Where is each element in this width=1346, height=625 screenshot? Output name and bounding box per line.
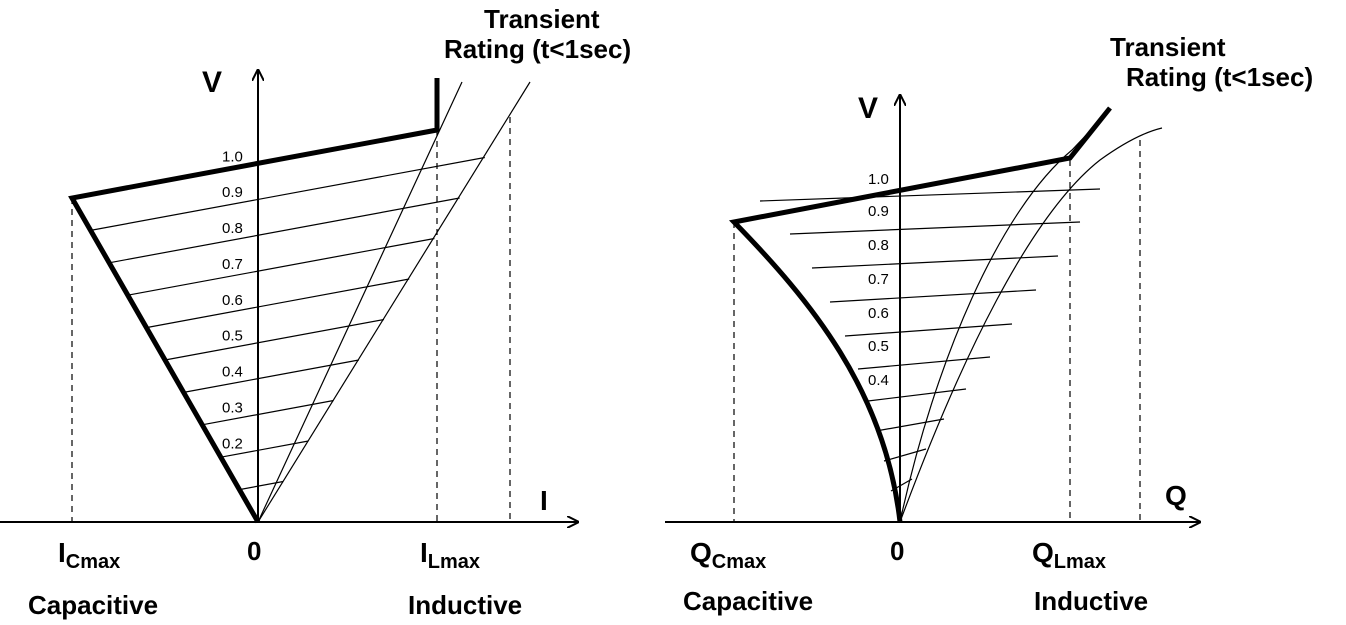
right-grid-line — [875, 418, 945, 432]
right-inductive-curve — [899, 109, 1111, 523]
right-lmax-label: QLmax — [1032, 537, 1106, 573]
right-origin-label: 0 — [890, 536, 904, 566]
left-inductive-slope-line — [257, 81, 463, 523]
right-voltage-level-label: 0.5 — [868, 338, 889, 355]
right-transient-curve — [899, 127, 1163, 523]
right-inductive-label: Inductive — [1034, 586, 1148, 616]
left-voltage-level-label: 0.2 — [222, 435, 243, 452]
right-grid-line — [759, 188, 1101, 202]
left-panel: 1.00.90.80.70.60.50.40.30.2 V I 0 ICmax … — [0, 4, 631, 620]
right-voltage-level-labels: 1.0 0.9 0.8 0.7 0.6 0.5 0.4 — [868, 171, 889, 389]
left-inductive-label: Inductive — [408, 590, 522, 620]
right-grid-line — [883, 448, 927, 462]
right-capacitive-label: Capacitive — [683, 586, 813, 616]
right-voltage-level-label: 0.4 — [868, 372, 889, 389]
left-transient-title-line2: Rating (t<1sec) — [444, 34, 631, 64]
left-grid-lines — [90, 156, 485, 491]
left-grid-line — [146, 278, 410, 329]
right-panel: 1.00.90.80.70.60.50.4 V Q 0 QCmax QLmax … — [665, 32, 1313, 616]
left-grid-line — [164, 318, 385, 361]
right-transient-title-line1: Transient — [1110, 32, 1226, 62]
right-cmax-label: QCmax — [690, 537, 766, 573]
left-grid-line — [202, 399, 334, 426]
left-transient-title-line1: Transient — [484, 4, 600, 34]
right-grid-line — [789, 221, 1081, 235]
left-transient-slope-line — [257, 81, 531, 523]
left-lmax-label: ILmax — [420, 537, 480, 573]
left-x-axis-label: I — [540, 485, 548, 516]
right-operating-boundary — [728, 106, 1112, 523]
right-grid-line — [811, 255, 1059, 269]
left-voltage-level-label: 0.9 — [222, 184, 243, 201]
left-grid-line — [127, 237, 435, 296]
right-voltage-level-label: 0.6 — [868, 305, 889, 322]
left-grid-line — [90, 156, 485, 231]
left-voltage-level-label: 0.6 — [222, 292, 243, 309]
left-voltage-level-label: 0.8 — [222, 220, 243, 237]
left-voltage-level-label: 0.7 — [222, 256, 243, 273]
right-voltage-level-label: 1.0 — [868, 171, 889, 188]
right-voltage-level-label: 0.8 — [868, 237, 889, 254]
right-grid-line — [867, 388, 967, 402]
left-origin-label: 0 — [247, 536, 261, 566]
right-voltage-level-label: 0.7 — [868, 271, 889, 288]
left-grid-line — [183, 359, 359, 393]
right-voltage-level-label: 0.9 — [868, 203, 889, 220]
left-operating-boundary — [68, 78, 440, 524]
left-grid-line — [109, 197, 460, 264]
left-y-axis-label: V — [202, 66, 222, 99]
left-voltage-level-labels: 1.0 0.9 0.8 0.7 0.6 0.5 0.4 0.3 0.2 — [222, 148, 243, 452]
right-x-axis-label: Q — [1165, 480, 1187, 511]
right-grid-line — [844, 323, 1013, 337]
right-grid-line — [857, 356, 991, 370]
left-voltage-level-label: 0.4 — [222, 364, 243, 381]
right-grid-lines — [759, 188, 1101, 492]
right-grid-line — [829, 289, 1037, 303]
left-voltage-level-label: 0.5 — [222, 328, 243, 345]
right-y-axis-label: V — [858, 92, 878, 125]
left-capacitive-label: Capacitive — [28, 590, 158, 620]
left-cmax-label: ICmax — [58, 537, 120, 573]
left-voltage-level-label: 1.0 — [222, 148, 243, 165]
left-voltage-level-label: 0.3 — [222, 399, 243, 416]
right-transient-title-line2: Rating (t<1sec) — [1126, 62, 1313, 92]
